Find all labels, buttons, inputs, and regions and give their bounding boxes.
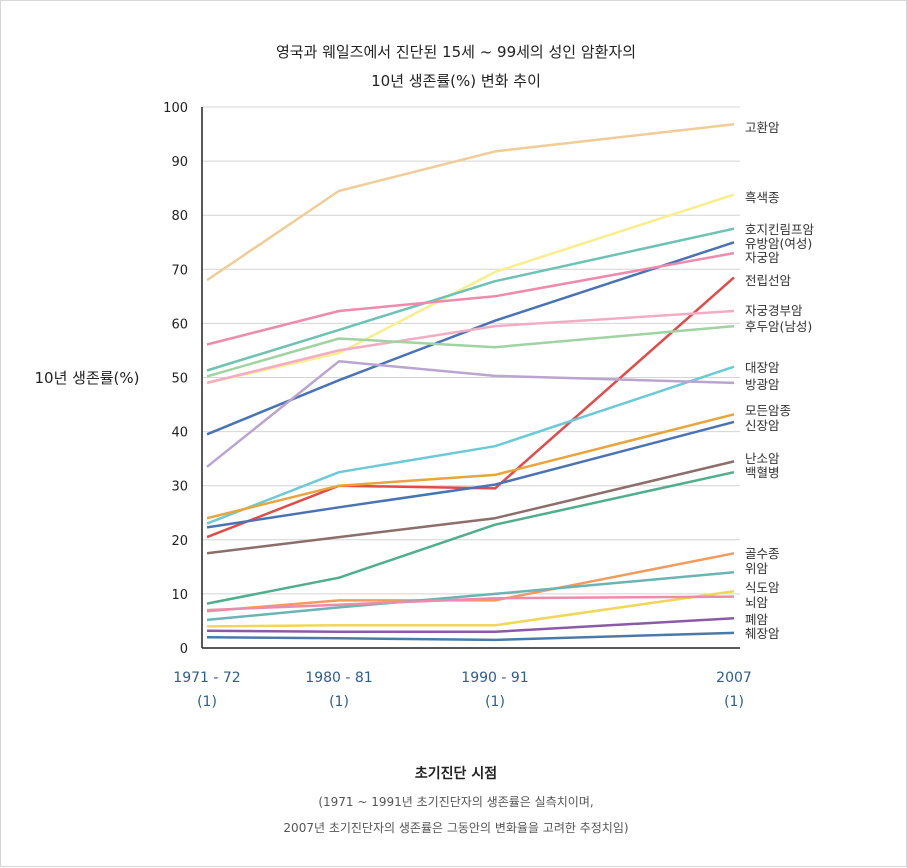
x-tick-note: (1)	[485, 694, 505, 710]
x-tick-note: (1)	[329, 694, 349, 710]
x-tick-label: 2007	[716, 670, 752, 686]
note-line2: 2007년 초기진단자의 생존률은 그동안의 변화율을 고려한 추정치임)	[283, 821, 628, 835]
series-label: 자궁경부암	[745, 303, 803, 318]
series-line	[206, 595, 735, 612]
y-tick-label: 80	[171, 209, 188, 224]
series-label: 흑색종	[745, 190, 780, 205]
chart-title-line1: 영국과 웨일즈에서 진단된 15세 ~ 99세의 성인 암환자의	[276, 43, 636, 61]
y-tick-label: 10	[171, 588, 188, 603]
x-tick-label: 1980 - 81	[305, 670, 372, 686]
y-tick-label: 70	[171, 263, 188, 278]
series-line	[206, 309, 735, 385]
series-label: 후두암(남성)	[745, 319, 812, 334]
axes	[201, 107, 740, 649]
x-tick-label: 1990 - 91	[461, 670, 528, 686]
series-label: 식도암	[745, 580, 780, 595]
series-line	[206, 227, 735, 372]
y-tick-label: 60	[171, 317, 188, 332]
x-tick-note: (1)	[197, 694, 217, 710]
y-tick-label: 30	[171, 480, 188, 495]
series-label: 신장암	[745, 418, 780, 433]
series-label: 위암	[745, 561, 769, 576]
series-line	[206, 241, 735, 436]
series-label: 모든암종	[745, 403, 791, 418]
series-line	[206, 616, 735, 634]
series-label: 고환암	[745, 120, 780, 135]
y-tick-label: 20	[171, 534, 188, 549]
y-tick-label: 50	[171, 372, 188, 387]
series-line	[206, 589, 735, 628]
series-line	[206, 251, 735, 346]
series-line	[206, 324, 735, 378]
series-label: 난소암	[745, 451, 780, 466]
series-line	[206, 413, 735, 520]
y-tick-label: 90	[171, 155, 188, 170]
chart-title-line2: 10년 생존률(%) 변화 추이	[371, 72, 541, 90]
series-line	[206, 365, 735, 525]
series-label: 뇌암	[745, 595, 769, 610]
series-line	[206, 193, 735, 385]
y-tick-label: 100	[163, 101, 188, 116]
y-tick-label: 40	[171, 426, 188, 441]
series-line	[206, 470, 735, 605]
y-tick-label: 0	[180, 642, 188, 657]
series-line	[206, 420, 735, 529]
series-line	[206, 276, 735, 539]
series-label: 전립선암	[745, 273, 792, 288]
series-line	[206, 123, 735, 282]
note-line1: (1971 ~ 1991년 초기진단자의 생존률은 실측치이며,	[318, 795, 593, 809]
series-label: 유방암(여성)	[745, 236, 812, 251]
series-label: 자궁암	[745, 250, 780, 265]
series-line	[206, 460, 735, 555]
series-label: 폐암	[745, 612, 769, 627]
y-tick-labels: 0 10 20 30 40 50 60 70 80 90 100	[163, 101, 188, 657]
y-axis-label: 10년 생존률(%)	[34, 369, 139, 387]
series-label: 호지킨림프암	[745, 222, 815, 237]
series-label: 골수종	[745, 546, 780, 561]
series-label: 췌장암	[745, 626, 780, 641]
x-tick-labels: 1971 - 72 (1) 1980 - 81 (1) 1990 - 91 (1) 2007…	[173, 670, 752, 710]
series-lines	[206, 123, 735, 642]
x-tick-note: (1)	[724, 694, 744, 710]
series-label: 방광암	[745, 377, 780, 392]
series-label: 백혈병	[745, 465, 780, 480]
series-label: 대장암	[745, 360, 780, 375]
x-tick-label: 1971 - 72	[173, 670, 240, 686]
series-line	[206, 360, 735, 468]
x-axis-title: 초기진단 시점	[415, 765, 497, 782]
series-line	[206, 631, 735, 642]
